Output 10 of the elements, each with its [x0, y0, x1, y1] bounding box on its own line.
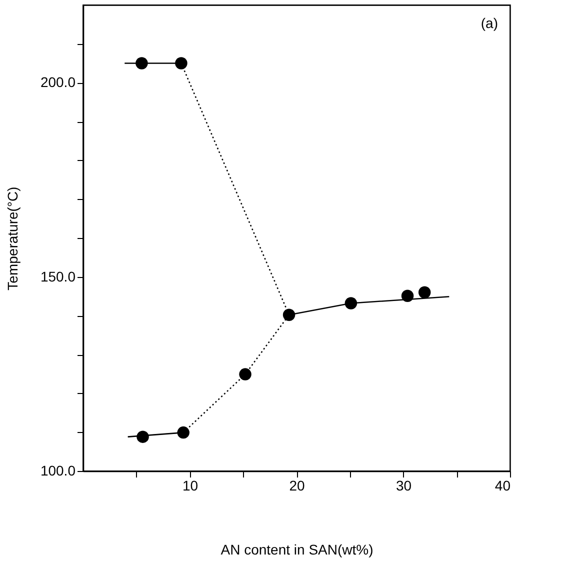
y-axis-title: Temperature(°C) [4, 186, 20, 290]
y-tick-label: 150.0 [40, 268, 76, 284]
y-tick-label: 200.0 [40, 74, 76, 90]
y-tick-label: 100.0 [40, 462, 76, 478]
x-tick-label: 30 [396, 478, 412, 494]
x-tick-label: 20 [289, 478, 305, 494]
annotation: (a) [480, 15, 498, 31]
x-tick-label: 40 [494, 478, 511, 494]
x-axis-title: AN content in SAN(wt%) [220, 542, 374, 558]
x-tick-label: 10 [182, 478, 198, 494]
